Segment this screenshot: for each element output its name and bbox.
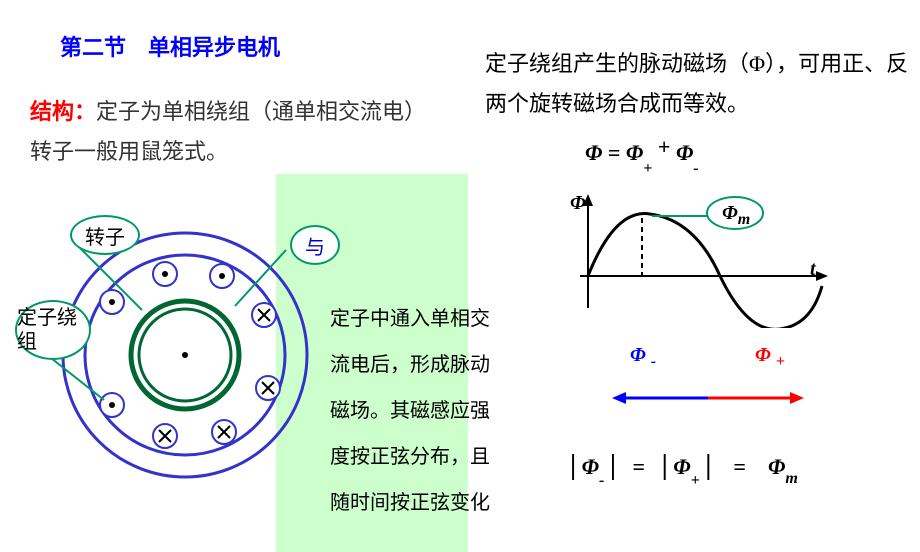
bar3: |	[662, 450, 668, 481]
structure-description: 结构：定子为单相绕组（通单相交流电）转子一般用鼠笼式。	[30, 92, 430, 172]
field-description: 定子绕组产生的脉动磁场（Φ），可用正、反两个旋转磁场合成而等效。	[485, 44, 920, 124]
unknown-label-text: 与	[305, 231, 325, 260]
plus-op: +	[658, 134, 671, 159]
eq2-sub1: -	[599, 472, 604, 489]
rotation-arrows	[610, 388, 810, 408]
phi-plus: Φ	[626, 140, 643, 165]
unknown-label: 与	[290, 225, 340, 265]
section-title: 第二节 单相异步电机	[60, 30, 280, 62]
bar1: |	[570, 450, 576, 481]
eq2-eq2: =	[733, 454, 746, 479]
eq2-phi1: Φ	[582, 454, 599, 479]
phi-symbol: Φ	[585, 140, 602, 165]
x-axis-label: t	[810, 258, 816, 281]
equals: =	[608, 140, 621, 165]
peak-phi: Φ	[722, 202, 738, 224]
peak-sub: m	[738, 211, 750, 228]
flux-equation: Φ = Φ+ + Φ-	[585, 140, 699, 170]
rotor-label-text: 转子	[85, 221, 125, 250]
eq2-sub3: m	[785, 470, 797, 487]
stator-label-text: 定子绕组	[17, 306, 89, 354]
eq2-phi2: Φ	[673, 454, 690, 479]
eq2-eq1: =	[633, 454, 646, 479]
eq2-phi3: Φ	[768, 454, 785, 479]
phi-minus-sym: Φ	[630, 344, 646, 366]
sub-minus: -	[693, 160, 698, 177]
rotor-label: 转子	[70, 215, 140, 255]
phi-plus-sub: +	[776, 353, 785, 370]
peak-label: Φm	[722, 202, 750, 229]
phi-plus-sym: Φ	[755, 344, 771, 366]
eq2-sub2: +	[691, 472, 700, 489]
phi-minus: Φ	[676, 140, 693, 165]
y-axis-label: Φ	[570, 192, 586, 215]
bar2: |	[610, 450, 616, 481]
flux-waveform	[560, 188, 850, 328]
phi-plus-label: Φ +	[755, 344, 785, 371]
bar4: |	[705, 450, 711, 481]
phi-minus-label: Φ -	[630, 344, 656, 371]
structure-label: 结构：	[30, 99, 96, 124]
sub-plus: +	[643, 160, 652, 177]
stator-winding-label: 定子绕组	[15, 300, 91, 360]
magnitude-equation: | Φ- | = | Φ+ | = Φm	[570, 450, 798, 484]
pulsating-field-text: 定子中通入单相交流电后，形成脉动磁场。其磁感应强度按正弦分布，且随时间按正弦变化	[330, 296, 490, 526]
phi-minus-sub: -	[651, 353, 656, 370]
